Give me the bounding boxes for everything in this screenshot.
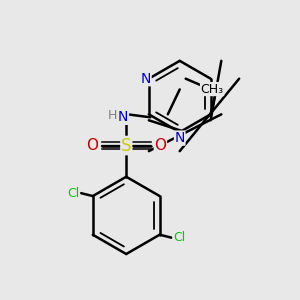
Text: O: O (154, 138, 166, 153)
Text: N: N (141, 72, 151, 86)
Text: Cl: Cl (173, 231, 185, 244)
Text: O: O (86, 138, 98, 153)
Text: S: S (121, 136, 131, 154)
Text: N: N (118, 110, 128, 124)
Text: N: N (175, 131, 185, 145)
Text: Cl: Cl (67, 187, 80, 200)
Text: CH₃: CH₃ (200, 82, 224, 96)
Text: H: H (108, 109, 118, 122)
